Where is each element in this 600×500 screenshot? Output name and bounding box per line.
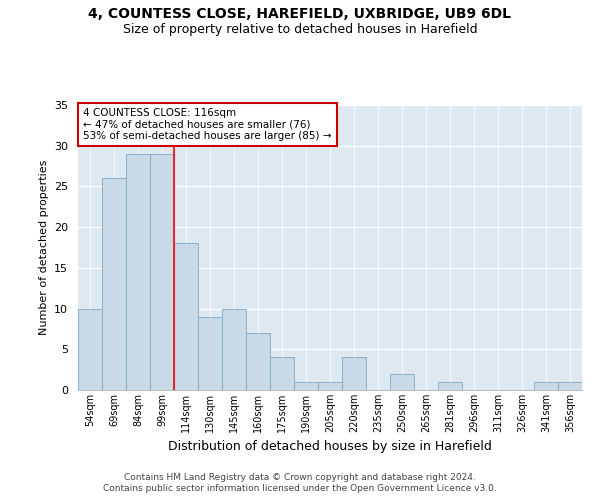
Bar — [318, 382, 342, 390]
Bar — [126, 154, 150, 390]
Text: Contains public sector information licensed under the Open Government Licence v3: Contains public sector information licen… — [103, 484, 497, 493]
Bar — [294, 382, 318, 390]
Bar — [342, 358, 366, 390]
Bar — [534, 382, 558, 390]
Text: Size of property relative to detached houses in Harefield: Size of property relative to detached ho… — [122, 22, 478, 36]
Text: Contains HM Land Registry data © Crown copyright and database right 2024.: Contains HM Land Registry data © Crown c… — [124, 472, 476, 482]
Bar — [390, 374, 414, 390]
Bar — [270, 358, 294, 390]
Text: 4, COUNTESS CLOSE, HAREFIELD, UXBRIDGE, UB9 6DL: 4, COUNTESS CLOSE, HAREFIELD, UXBRIDGE, … — [89, 8, 511, 22]
Bar — [222, 308, 246, 390]
Bar — [246, 333, 270, 390]
Y-axis label: Number of detached properties: Number of detached properties — [38, 160, 49, 335]
Bar — [198, 316, 222, 390]
Bar — [438, 382, 462, 390]
Bar — [102, 178, 126, 390]
Bar — [78, 308, 102, 390]
Bar — [558, 382, 582, 390]
Text: 4 COUNTESS CLOSE: 116sqm
← 47% of detached houses are smaller (76)
53% of semi-d: 4 COUNTESS CLOSE: 116sqm ← 47% of detach… — [83, 108, 332, 141]
Bar — [150, 154, 174, 390]
Bar — [174, 244, 198, 390]
X-axis label: Distribution of detached houses by size in Harefield: Distribution of detached houses by size … — [168, 440, 492, 454]
